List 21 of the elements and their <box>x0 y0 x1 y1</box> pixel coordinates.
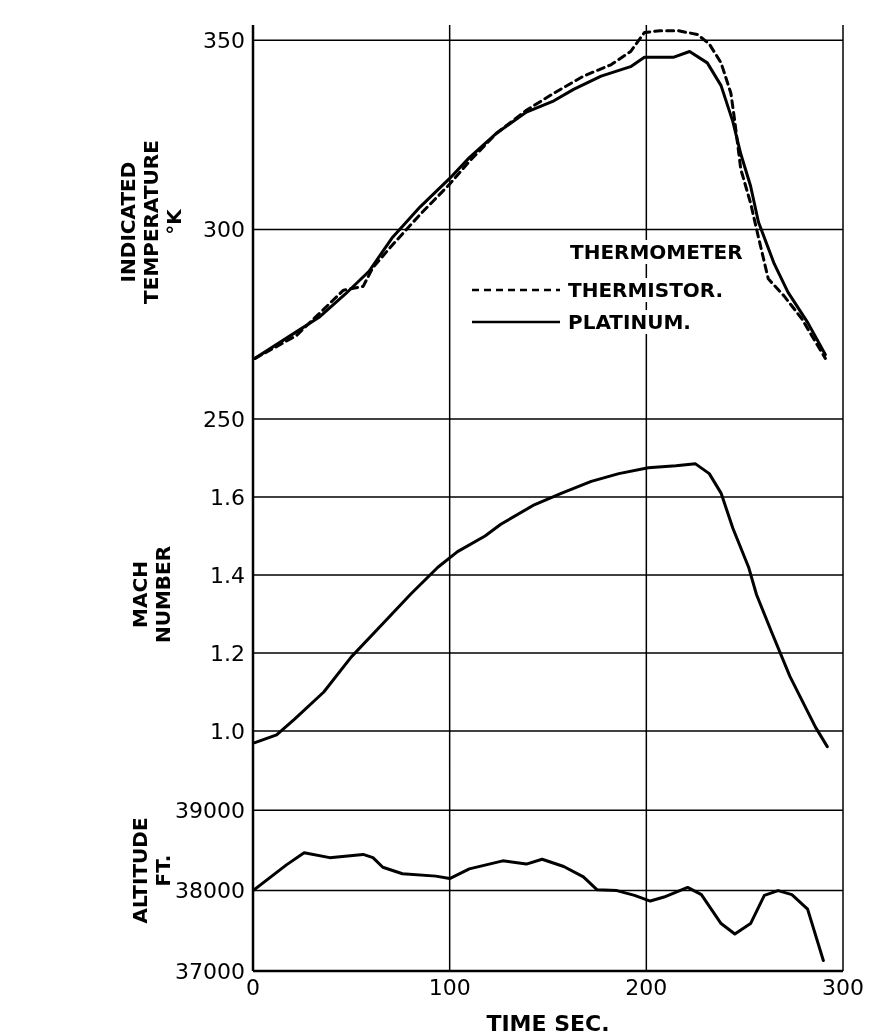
x-tick-label: 300 <box>822 974 864 1000</box>
legend-label: THERMISTOR. <box>568 278 724 302</box>
y-tick-label: 38000 <box>175 878 245 904</box>
legend-label: PLATINUM. <box>568 310 691 334</box>
y-axis-title: INDICATED TEMPERATURE °K <box>116 140 186 304</box>
y-tick-label: 39000 <box>175 798 245 824</box>
x-tick-label: 200 <box>625 974 668 1000</box>
y-axis-title: ALTITUDE FT. <box>127 817 175 924</box>
y-tick-label: 1.6 <box>210 484 245 510</box>
y-tick-label: 250 <box>203 406 245 432</box>
y-tick-label: 1.4 <box>210 562 245 588</box>
y-tick-label: 300 <box>203 217 245 243</box>
x-tick-label: 0 <box>246 974 260 1000</box>
y-tick-label: 37000 <box>175 958 245 984</box>
y-tick-label: 1.0 <box>210 718 245 744</box>
x-tick-label: 100 <box>428 974 471 1000</box>
x-axis-title: TIME SEC. <box>486 1011 610 1033</box>
y-axis-title: MACH NUMBER <box>127 545 175 644</box>
legend-title: THERMOMETER <box>570 240 743 264</box>
y-tick-label: 350 <box>203 27 245 53</box>
y-tick-label: 1.2 <box>210 640 245 666</box>
